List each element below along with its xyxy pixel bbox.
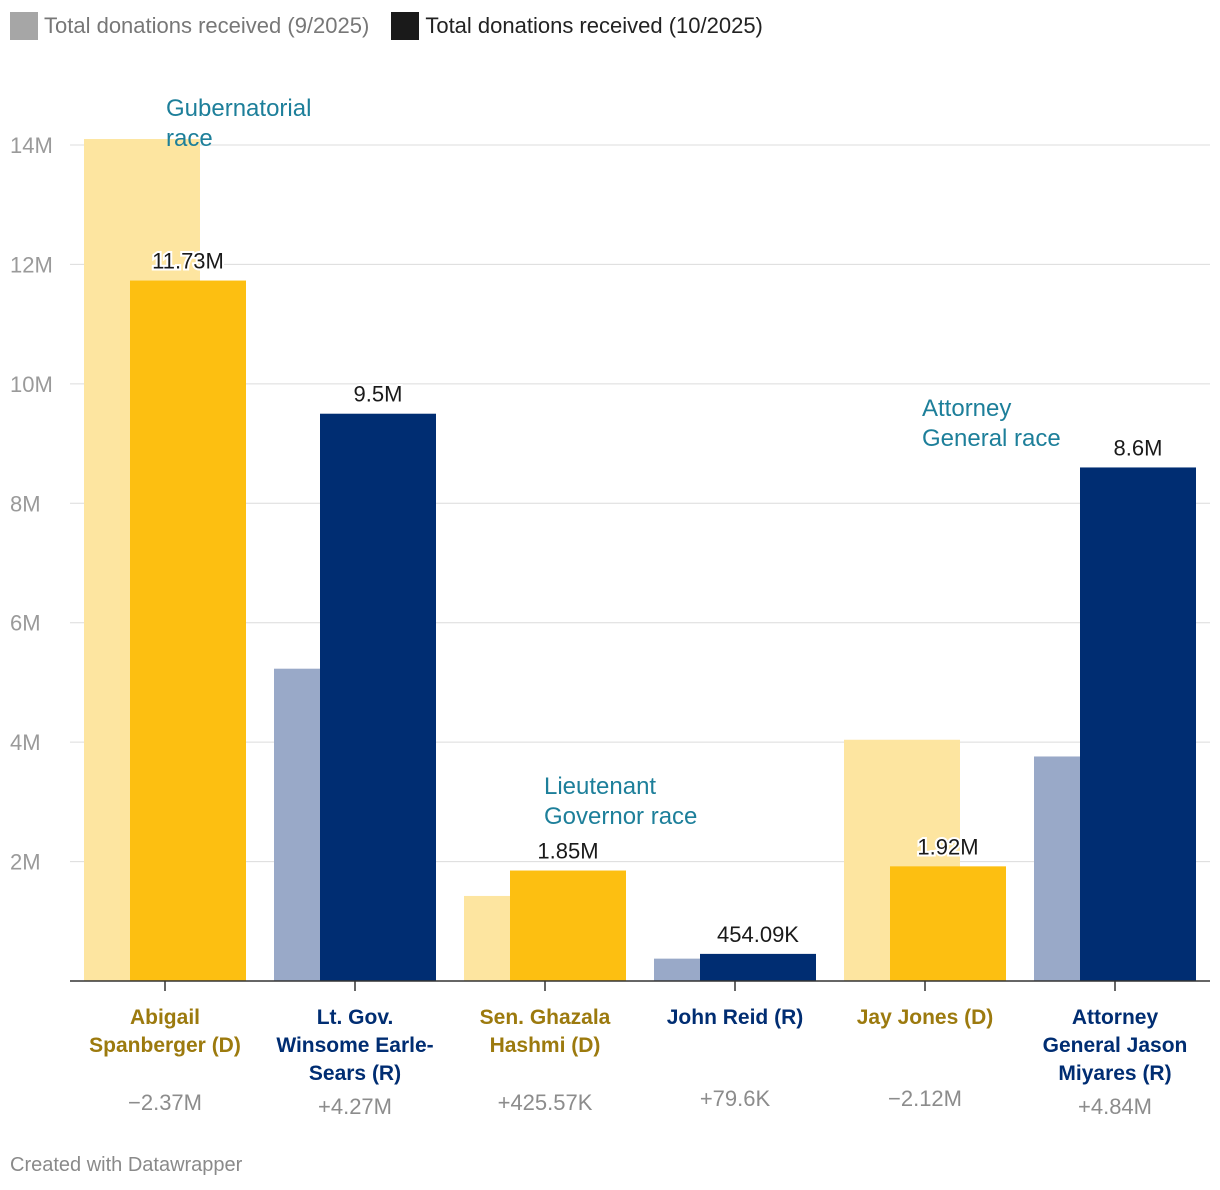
bar-current (510, 870, 626, 981)
change-label: −2.37M (128, 1090, 202, 1115)
x-tick-label: Spanberger (D) (89, 1034, 241, 1057)
y-tick-label: 8M (10, 491, 41, 516)
bar-current (700, 953, 816, 981)
race-annotation: General race (922, 425, 1061, 452)
legend-label-previous: Total donations received (9/2025) (44, 13, 370, 38)
change-label: +4.27M (318, 1094, 392, 1119)
bar-current (130, 280, 246, 982)
y-tick-label: 2M (10, 850, 41, 875)
x-tick-label: Sen. Ghazala (480, 1006, 611, 1029)
value-label: 11.73M (152, 249, 224, 274)
x-tick-label: Hashmi (D) (490, 1034, 601, 1057)
x-tick-label: John Reid (R) (667, 1006, 804, 1029)
x-tick-label: Sears (R) (309, 1062, 401, 1085)
x-tick-label: Jay Jones (D) (857, 1006, 994, 1029)
bar-chart: 2M 4M 6M 8M 10M 12M 14M 11.73M Abigail Spanberger… (10, 95, 1210, 1119)
change-label: +4.84M (1078, 1094, 1152, 1119)
change-label: −2.12M (888, 1086, 962, 1111)
y-tick-label: 14M (10, 133, 53, 158)
y-tick-label: 10M (10, 372, 53, 397)
y-tick-label: 6M (10, 611, 41, 636)
value-label: 9.5M (354, 382, 403, 407)
legend-swatch-previous (10, 12, 38, 40)
value-label: 454.09K (717, 922, 799, 947)
value-label: 1.85M (537, 839, 598, 864)
legend-item-current: Total donations received (10/2025) (391, 12, 763, 40)
value-label: 1.92M (917, 834, 978, 859)
x-tick-label: General Jason (1043, 1034, 1188, 1057)
y-tick-label: 12M (10, 252, 53, 277)
race-annotation: Lieutenant (544, 773, 656, 800)
legend-label-current: Total donations received (10/2025) (425, 13, 763, 38)
x-tick-label: Miyares (R) (1058, 1062, 1171, 1085)
race-annotation: Gubernatorial (166, 95, 311, 122)
x-tick-label: Attorney (1072, 1006, 1159, 1029)
x-tick-label: Winsome Earle- (276, 1034, 433, 1057)
x-tick-label: Lt. Gov. (317, 1006, 394, 1029)
race-annotation: Governor race (544, 803, 697, 830)
race-annotation: race (166, 125, 213, 152)
legend: Total donations received (9/2025) Total … (10, 12, 785, 40)
bar-current (890, 866, 1006, 981)
legend-item-previous: Total donations received (9/2025) (10, 12, 369, 40)
race-annotation: Attorney (922, 395, 1011, 422)
x-tick-label: Abigail (130, 1006, 200, 1029)
change-label: +79.6K (700, 1086, 771, 1111)
footer-credit: Created with Datawrapper (10, 1154, 243, 1176)
legend-swatch-current (391, 12, 420, 40)
bar-current (1080, 467, 1196, 981)
value-label: 8.6M (1114, 435, 1163, 460)
y-tick-label: 4M (10, 730, 41, 755)
bar-current (320, 413, 436, 981)
change-label: +425.57K (498, 1090, 593, 1115)
